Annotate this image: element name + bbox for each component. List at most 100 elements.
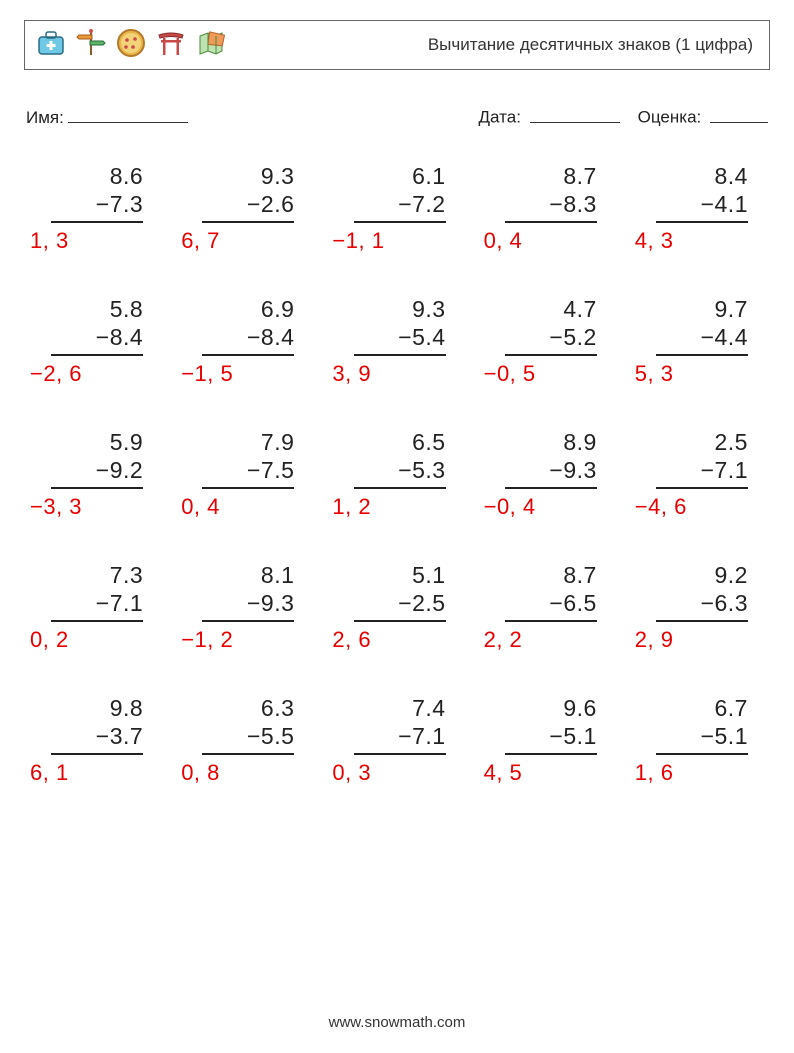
answer: 0, 3 [330,759,463,787]
answer: 0, 4 [482,227,615,255]
subtrahend: −7.3 [51,190,143,223]
answer: −4, 6 [633,493,766,521]
subtrahend: −5.2 [505,323,597,356]
minuend: 8.6 [51,162,143,191]
problem: 7.4−7.1 0, 3 [330,694,463,787]
answer: 0, 4 [179,493,312,521]
subtrahend: −6.3 [656,589,748,622]
minuend: 7.3 [51,561,143,590]
footer-text: www.snowmath.com [329,1014,466,1031]
problem: 8.6−7.3 1, 3 [28,162,161,255]
minuend: 9.2 [656,561,748,590]
label-date: Дата: [479,108,521,127]
subtrahend: −7.2 [354,190,446,223]
minuend: 7.4 [354,694,446,723]
problem: 6.3−5.5 0, 8 [179,694,312,787]
problem: 8.1−9.3−1, 2 [179,561,312,654]
minuend: 9.3 [354,295,446,324]
problem: 9.3−2.66, 7 [179,162,312,255]
minuend: 6.3 [202,694,294,723]
problem: 6.7−5.11, 6 [633,694,766,787]
map-ticket-icon [195,27,227,64]
answer: 4, 3 [633,227,766,255]
subtrahend: −4.1 [656,190,748,223]
blank-name[interactable] [68,104,188,123]
answer: 1, 6 [633,759,766,787]
label-name: Имя: [26,108,64,128]
subtrahend: −6.5 [505,589,597,622]
subtrahend: −7.5 [202,456,294,489]
minuend: 8.1 [202,561,294,590]
minuend: 7.9 [202,428,294,457]
answer: 2, 2 [482,626,615,654]
minuend: 9.7 [656,295,748,324]
subtrahend: −2.6 [202,190,294,223]
problem: 8.7−6.5 2, 2 [482,561,615,654]
problem: 2.5−7.1 −4, 6 [633,428,766,521]
answer: 4, 5 [482,759,615,787]
answer: −1, 1 [330,227,463,255]
problem: 9.6−5.1 4, 5 [482,694,615,787]
problem: 9.3−5.43, 9 [330,295,463,388]
subtrahend: −9.2 [51,456,143,489]
problem: 5.1−2.5 2, 6 [330,561,463,654]
problem: 8.7−8.30, 4 [482,162,615,255]
answer: 0, 2 [28,626,161,654]
minuend: 4.7 [505,295,597,324]
problem-grid: 8.6−7.3 1, 3 9.3 −2.6 6, 7 6.1−7.2 −1, 1 8.7 −8.… [24,162,770,787]
answer: −0, 5 [482,360,615,388]
subtrahend: −7.1 [656,456,748,489]
blank-date[interactable] [530,104,620,123]
answer: −1, 2 [179,626,312,654]
label-grade: Оценка: [638,108,702,127]
problem: 8.9−9.3−0, 4 [482,428,615,521]
problem: 6.9−8.4−1, 5 [179,295,312,388]
subtrahend: −5.5 [202,722,294,755]
problem: 6.5−5.3 1, 2 [330,428,463,521]
answer: 1, 3 [28,227,161,255]
subtrahend: −5.1 [505,722,597,755]
subtrahend: −5.1 [656,722,748,755]
worksheet-title: Вычитание десятичных знаков (1 цифра) [428,35,759,55]
answer: 2, 6 [330,626,463,654]
problem: 8.4−4.14, 3 [633,162,766,255]
answer: 3, 9 [330,360,463,388]
problem: 5.9−9.2−3, 3 [28,428,161,521]
minuend: 5.9 [51,428,143,457]
torii-gate-icon [155,27,187,64]
subtrahend: −2.5 [354,589,446,622]
subtrahend: −7.1 [354,722,446,755]
answer: 0, 8 [179,759,312,787]
problem: 9.2−6.3 2, 9 [633,561,766,654]
briefcase-medical-icon [35,27,67,64]
problem: 9.7−4.4 5, 3 [633,295,766,388]
subtrahend: −5.3 [354,456,446,489]
subtrahend: −8.4 [51,323,143,356]
minuend: 6.5 [354,428,446,457]
answer: 2, 9 [633,626,766,654]
minuend: 8.7 [505,561,597,590]
signpost-icon [75,27,107,64]
problem: 6.1−7.2 −1, 1 [330,162,463,255]
subtrahend: −4.4 [656,323,748,356]
subtrahend: −8.3 [505,190,597,223]
minuend: 5.1 [354,561,446,590]
blank-grade[interactable] [710,104,768,123]
minuend: 5.8 [51,295,143,324]
subtrahend: −9.3 [505,456,597,489]
answer: 5, 3 [633,360,766,388]
problem: 7.3−7.1 0, 2 [28,561,161,654]
answer: −1, 5 [179,360,312,388]
minuend: 6.1 [354,162,446,191]
info-line: Имя: Дата: Оценка: [24,104,770,128]
minuend: 9.8 [51,694,143,723]
subtrahend: −7.1 [51,589,143,622]
problem: 5.8−8.4−2, 6 [28,295,161,388]
minuend: 6.9 [202,295,294,324]
worksheet-header: Вычитание десятичных знаков (1 цифра) [24,20,770,70]
answer: 1, 2 [330,493,463,521]
minuend: 2.5 [656,428,748,457]
problem: 7.9−7.5 0, 4 [179,428,312,521]
answer: 6, 7 [179,227,312,255]
minuend: 9.6 [505,694,597,723]
